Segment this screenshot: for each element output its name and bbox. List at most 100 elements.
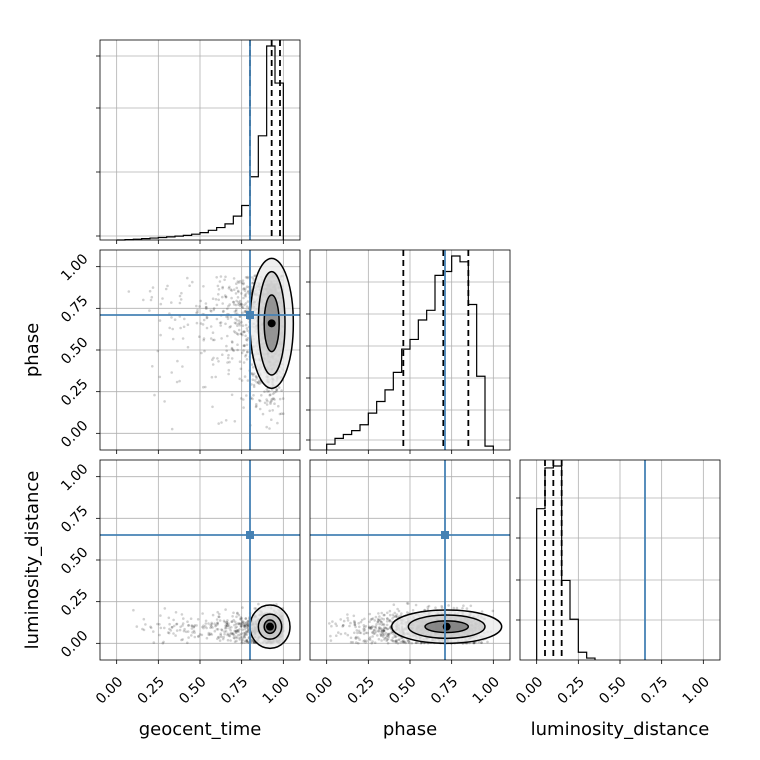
sample-point	[388, 626, 392, 629]
sample-point	[387, 632, 391, 636]
sample-point	[217, 615, 220, 618]
sample-point	[405, 602, 409, 605]
sample-point	[393, 639, 397, 643]
sample-point	[252, 366, 255, 369]
sample-point	[224, 419, 228, 422]
sample-point	[386, 638, 389, 642]
sample-point	[192, 625, 196, 628]
sample-point	[337, 631, 340, 634]
x-tick-label: 1.00	[680, 674, 713, 707]
sample-point	[342, 619, 346, 623]
sample-point	[232, 618, 235, 622]
sample-point	[440, 606, 444, 609]
sample-point	[358, 638, 361, 641]
sample-point	[243, 639, 247, 643]
sample-point	[377, 612, 380, 615]
y-axis-label-luminosity-distance: luminosity_distance	[22, 471, 43, 650]
sample-point	[175, 629, 179, 632]
sample-point	[404, 641, 408, 645]
sample-point	[251, 374, 255, 377]
sample-point	[234, 635, 238, 639]
sample-point	[150, 295, 154, 299]
sample-point	[382, 623, 386, 627]
sample-point	[355, 641, 358, 644]
sample-point	[376, 620, 380, 624]
sample-point	[221, 637, 225, 641]
sample-point	[472, 641, 476, 645]
sample-point	[243, 330, 246, 334]
sample-point	[426, 605, 430, 609]
sample-point	[238, 617, 242, 621]
sample-point	[384, 636, 388, 639]
sample-point	[170, 626, 174, 629]
sample-point	[245, 358, 249, 361]
x-tick-label: 0.25	[345, 674, 378, 707]
sample-point	[244, 617, 248, 620]
sample-point	[257, 380, 260, 384]
sample-point	[202, 337, 206, 340]
sample-point	[246, 640, 249, 644]
sample-point	[152, 641, 156, 644]
sample-point	[255, 377, 259, 380]
sample-point	[226, 624, 229, 627]
sample-point	[238, 321, 242, 325]
sample-point	[229, 632, 232, 635]
sample-point	[220, 337, 223, 340]
sample-point	[440, 604, 444, 608]
sample-point	[363, 628, 367, 631]
sample-point	[236, 280, 240, 283]
sample-point	[170, 301, 173, 304]
sample-point	[383, 629, 386, 633]
sample-point	[224, 624, 227, 627]
sample-point	[225, 349, 228, 353]
sample-point	[377, 637, 381, 641]
sample-point	[221, 302, 224, 305]
sample-point	[266, 390, 269, 393]
sample-point	[364, 641, 367, 644]
sample-point	[238, 628, 241, 631]
panel-luminosity-distance-vs-geocent-time-samples	[132, 602, 291, 650]
sample-point	[201, 612, 204, 615]
sample-point	[242, 349, 245, 352]
sample-point	[236, 289, 240, 293]
sample-point	[181, 622, 185, 625]
sample-point	[243, 627, 247, 631]
sample-point	[226, 361, 229, 364]
sample-point	[370, 626, 374, 629]
sample-point	[142, 617, 146, 621]
sample-point	[209, 325, 213, 328]
sample-point	[244, 617, 247, 620]
density-peak-marker	[267, 319, 276, 328]
sample-point	[386, 634, 389, 637]
sample-point	[181, 337, 185, 340]
sample-point	[213, 629, 217, 633]
sample-point	[216, 621, 219, 624]
sample-point	[190, 624, 194, 627]
sample-point	[232, 303, 236, 306]
sample-point	[377, 626, 381, 630]
sample-point	[363, 639, 367, 642]
sample-point	[234, 629, 237, 633]
sample-point	[242, 634, 246, 638]
sample-point	[235, 629, 239, 632]
sample-point	[179, 298, 183, 301]
sample-point	[370, 627, 373, 630]
sample-point	[265, 425, 269, 429]
sample-point	[216, 284, 220, 288]
sample-point	[393, 611, 397, 615]
sample-point	[142, 298, 145, 302]
sample-point	[243, 294, 247, 297]
sample-point	[243, 344, 246, 347]
sample-point	[240, 303, 244, 306]
sample-point	[183, 627, 186, 631]
sample-point	[381, 632, 385, 635]
sample-point	[224, 625, 228, 628]
sample-point	[382, 617, 386, 621]
sample-point	[197, 635, 200, 638]
sample-point	[242, 287, 246, 290]
sample-point	[399, 640, 403, 644]
sample-point	[270, 418, 273, 422]
sample-point	[232, 349, 235, 353]
sample-point	[191, 280, 194, 284]
sample-point	[243, 641, 246, 644]
